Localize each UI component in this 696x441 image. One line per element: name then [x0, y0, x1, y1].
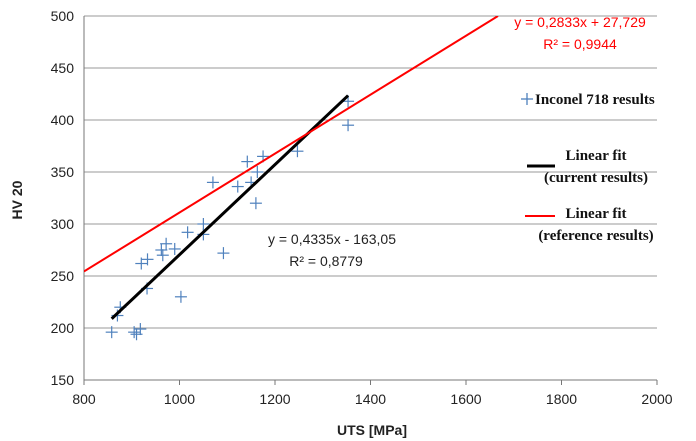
legend-item-current-fit: Linear fit (current results) [527, 148, 648, 186]
data-point [249, 197, 262, 210]
y-tick-label: 350 [51, 164, 75, 180]
x-tick-label: 1200 [259, 391, 290, 407]
data-point [181, 226, 194, 239]
legend-label-current-1: Linear fit [566, 148, 627, 164]
reference-fit-equation: y = 0,2833x + 27,729 [514, 14, 646, 30]
data-point [342, 119, 355, 132]
data-point [105, 326, 118, 339]
legend-label-reference-1: Linear fit [566, 206, 627, 222]
y-tick-label: 200 [51, 320, 75, 336]
data-point [160, 237, 173, 250]
data-point [134, 323, 147, 336]
reference-fit-r2: R² = 0,9944 [543, 36, 617, 52]
y-axis-title: HV 20 [9, 180, 25, 219]
x-tick-label: 1600 [450, 391, 481, 407]
legend-label-current-2: (current results) [544, 170, 648, 186]
axes: 150 200 250 300 350 400 450 500 800 1000 1200 1400 1… [51, 8, 673, 407]
data-point [174, 290, 187, 303]
data-point [156, 249, 169, 262]
data-point [128, 326, 141, 339]
legend: Inconel 718 results Linear fit (current … [521, 92, 655, 244]
data-point [155, 244, 168, 256]
data-point [217, 247, 230, 260]
y-tick-label: 150 [51, 372, 75, 388]
current-fit-equation: y = 0,4335x - 163,05 [268, 231, 396, 247]
data-point [291, 145, 304, 158]
data-point [206, 176, 219, 189]
data-point [231, 180, 244, 193]
x-tick-label: 800 [72, 391, 96, 407]
x-tick-label: 1000 [164, 391, 195, 407]
current-fit-line [110, 94, 350, 320]
x-tick-label: 1800 [546, 391, 577, 407]
y-tick-label: 400 [51, 112, 75, 128]
legend-label-inconel: Inconel 718 results [535, 92, 655, 108]
data-point [168, 242, 181, 255]
x-tick-label: 1400 [355, 391, 386, 407]
legend-item-reference-fit: Linear fit (reference results) [525, 206, 654, 244]
y-tick-label: 500 [51, 8, 75, 24]
data-point [241, 155, 254, 168]
legend-item-inconel: Inconel 718 results [521, 92, 655, 108]
y-tick-label: 450 [51, 60, 75, 76]
legend-label-reference-2: (reference results) [538, 228, 653, 244]
data-point [251, 166, 264, 178]
x-axis-title: UTS [MPa] [337, 422, 407, 438]
grid [84, 15, 657, 381]
reference-fit-line [84, 16, 499, 273]
data-point [197, 218, 210, 230]
current-fit-r2: R² = 0,8779 [289, 253, 363, 269]
x-tick-label: 2000 [641, 391, 672, 407]
y-tick-label: 300 [51, 216, 75, 232]
y-tick-label: 250 [51, 268, 75, 284]
data-point [135, 257, 148, 270]
data-point [141, 253, 154, 266]
series-layer [84, 16, 499, 341]
